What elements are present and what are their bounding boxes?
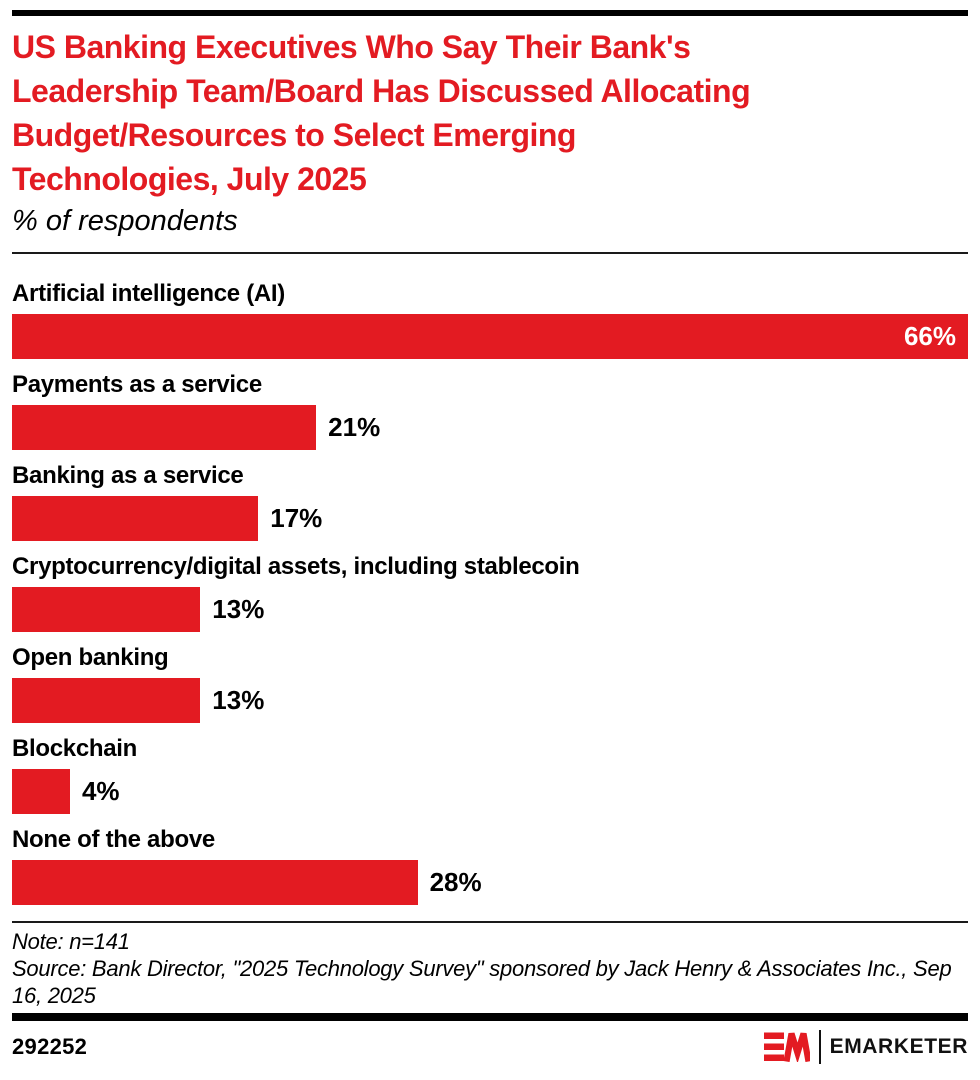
emarketer-wordmark: EMARKETER (829, 1035, 968, 1058)
category-label: Blockchain (12, 735, 138, 762)
category-label: Open banking (12, 644, 169, 671)
value-label: 28% (429, 867, 482, 897)
bar-track: 4% (12, 769, 968, 814)
bar: 66% (12, 314, 968, 359)
category-label: Cryptocurrency/digital assets, including… (12, 553, 580, 580)
bar (12, 860, 418, 905)
notes-divider (12, 921, 968, 923)
value-label: 66% (903, 321, 956, 351)
bar-track: 13% (12, 587, 968, 632)
emarketer-logo: EMARKETER (763, 1030, 968, 1064)
chart-title-line: Budget/Resources to Select Emerging (12, 117, 576, 153)
bar-row: Banking as a service 17% (12, 462, 968, 541)
bar-row: Cryptocurrency/digital assets, including… (12, 553, 968, 632)
footer: 292252 EMARKETER (12, 1029, 968, 1065)
chart-title-line: Technologies, July 2025 (12, 161, 367, 197)
note-text: Note: n=141 (12, 929, 130, 954)
bar (12, 678, 201, 723)
bar (12, 587, 201, 632)
bar (12, 496, 259, 541)
bar-row: Payments as a service 21% (12, 371, 968, 450)
value-label: 13% (212, 685, 265, 715)
bar (12, 405, 317, 450)
value-label: 4% (81, 776, 120, 806)
bar-track: 28% (12, 860, 968, 905)
value-label: 13% (212, 594, 265, 624)
chart-title-line: US Banking Executives Who Say Their Bank… (12, 29, 691, 65)
chart-title-line: Leadership Team/Board Has Discussed Allo… (12, 73, 751, 109)
footer-rule (12, 1013, 968, 1021)
bar-track: 17% (12, 496, 968, 541)
top-rule (12, 10, 968, 16)
value-label: 17% (270, 503, 323, 533)
category-label: Banking as a service (12, 462, 244, 489)
source-text: Source: Bank Director, "2025 Technology … (12, 956, 952, 1008)
category-label: Artificial intelligence (AI) (12, 280, 285, 307)
bar-chart: Artificial intelligence (AI) 66% Payments … (12, 254, 968, 905)
bar-row: Artificial intelligence (AI) 66% (12, 280, 968, 359)
value-label: 21% (328, 412, 381, 442)
bar-row: Open banking 13% (12, 644, 968, 723)
logo-divider (818, 1030, 821, 1064)
chart-subtitle: % of respondents (12, 205, 238, 237)
bar-row: Blockchain 4% (12, 735, 968, 814)
bar-track: 13% (12, 678, 968, 723)
chart-title: US Banking Executives Who Say Their Bank… (12, 25, 968, 201)
category-label: Payments as a service (12, 371, 262, 398)
bar (12, 769, 70, 814)
bar-track: 21% (12, 405, 968, 450)
bar-track: 66% (12, 314, 968, 359)
bar-row: None of the above 28% (12, 826, 968, 905)
category-label: None of the above (12, 826, 215, 853)
emarketer-logo-mark-icon (763, 1032, 810, 1062)
footnotes: Note: n=141 Source: Bank Director, "2025… (12, 928, 968, 1009)
subtitle-divider (12, 252, 968, 254)
chart-id: 292252 (12, 1034, 88, 1059)
